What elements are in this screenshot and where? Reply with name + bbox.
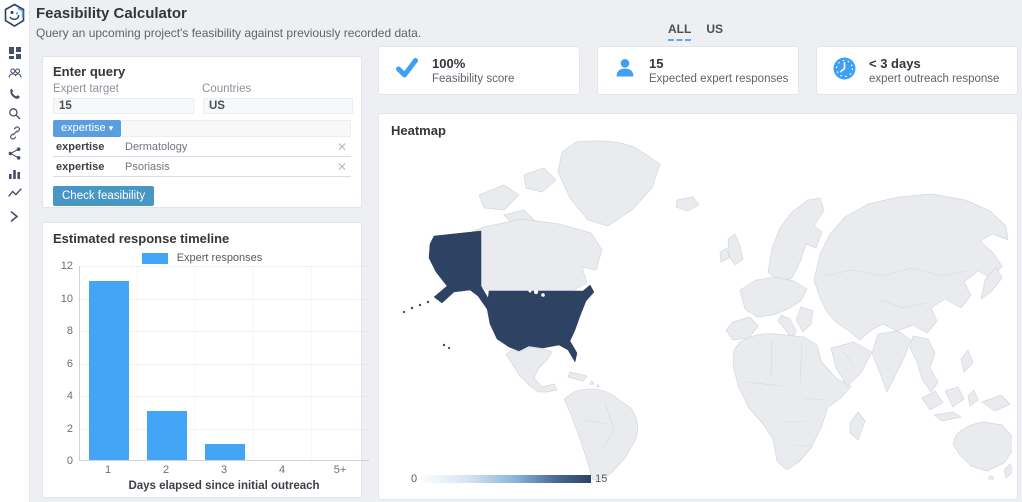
gridline xyxy=(80,266,369,267)
gridline xyxy=(137,266,138,460)
expertise-dropdown-button[interactable]: expertise ▾ xyxy=(53,120,122,137)
bar-chart-yaxis: 0 2 4 6 8 10 12 xyxy=(53,260,75,467)
link-icon[interactable] xyxy=(8,126,22,140)
tab-all[interactable]: ALL xyxy=(668,22,692,41)
users-icon[interactable] xyxy=(8,66,22,80)
stats-row: 100% Feasibility score 15 Expected exper… xyxy=(378,46,1018,95)
chevron-down-icon: ▾ xyxy=(108,123,114,133)
y-tick-label: 0 xyxy=(66,455,73,467)
y-tick-label: 10 xyxy=(60,292,73,305)
remove-filter-icon[interactable]: ✕ xyxy=(336,139,347,154)
stat-value: 15 xyxy=(649,56,664,71)
check-feasibility-button[interactable]: Check feasibility xyxy=(53,186,155,206)
x-tick-label: 3 xyxy=(220,464,228,476)
line-chart-icon[interactable] xyxy=(7,186,22,200)
gridline xyxy=(311,266,312,460)
expert-target-label: Expert target xyxy=(53,83,119,95)
gridline xyxy=(80,363,369,365)
map-region-united-states xyxy=(402,230,595,363)
gridline xyxy=(80,298,369,300)
world-map[interactable] xyxy=(384,140,1012,480)
x-tick-label: 5+ xyxy=(333,464,347,476)
app-logo-icon[interactable] xyxy=(3,3,26,33)
filter-value: Psoriasis xyxy=(125,160,170,173)
gridline xyxy=(80,396,369,397)
x-tick-label: 2 xyxy=(162,464,170,476)
page-title: Feasibility Calculator xyxy=(36,5,187,22)
person-icon xyxy=(614,57,636,84)
phone-icon[interactable] xyxy=(8,86,22,100)
x-tick-label: 1 xyxy=(104,464,112,476)
sidebar-collapse-chevron-icon[interactable] xyxy=(7,209,21,223)
enter-query-heading: Enter query xyxy=(53,64,126,79)
y-tick-label: 8 xyxy=(66,325,73,337)
page-subtitle: Query an upcoming project's feasibility … xyxy=(36,26,422,40)
stat-label: Feasibility score xyxy=(432,73,515,85)
expertise-tag-input[interactable] xyxy=(121,120,351,137)
gridline xyxy=(80,331,369,332)
tab-us[interactable]: US xyxy=(706,22,723,36)
bar-chart-xlabels: 1 2 3 4 5+ xyxy=(79,464,369,476)
clock-icon xyxy=(833,57,856,85)
bar-chart-xaxis-title: Days elapsed since initial outreach xyxy=(128,480,320,492)
search-icon[interactable] xyxy=(8,106,22,120)
heatmap-heading: Heatmap xyxy=(391,123,446,138)
feasibility-score-card: 100% Feasibility score xyxy=(378,46,580,95)
bar-day-2[interactable] xyxy=(147,411,187,460)
countries-label: Countries xyxy=(202,83,252,95)
check-icon xyxy=(395,57,419,84)
stat-value: < 3 days xyxy=(869,56,921,71)
stat-label: expert outreach response xyxy=(869,73,1000,85)
filter-key: expertise xyxy=(56,140,105,153)
expected-responses-card: 15 Expected expert responses xyxy=(597,46,799,95)
scale-max-label: 15 xyxy=(595,473,608,485)
legend-label: Expert responses xyxy=(176,252,263,264)
response-timeline-panel: Estimated response timeline Expert respo… xyxy=(42,222,370,498)
legend-swatch xyxy=(141,252,168,264)
y-tick-label: 12 xyxy=(60,260,73,272)
scale-min-label: 0 xyxy=(411,473,418,485)
filter-row: expertise Dermatology ✕ xyxy=(53,137,351,157)
enter-query-panel: Enter query Expert target Countries expe… xyxy=(42,56,362,208)
gridline xyxy=(195,266,196,460)
share-icon[interactable] xyxy=(8,146,22,160)
expert-target-input[interactable] xyxy=(53,98,194,114)
y-tick-label: 6 xyxy=(66,357,73,370)
outreach-response-card: < 3 days expert outreach response xyxy=(816,46,1018,95)
bar-day-3[interactable] xyxy=(205,443,245,460)
sidebar xyxy=(0,0,30,502)
bar-day-1[interactable] xyxy=(89,281,129,460)
gridline xyxy=(369,266,370,460)
bar-chart-plot xyxy=(79,266,370,461)
filter-key: expertise xyxy=(56,160,105,173)
filter-row: expertise Psoriasis ✕ xyxy=(53,157,351,177)
sidebar-nav xyxy=(7,46,23,223)
stat-value: 100% xyxy=(432,56,466,71)
heatmap-scale: 0 15 xyxy=(411,473,607,485)
bar-chart-icon[interactable] xyxy=(8,166,22,180)
bar-chart: 0 2 4 6 8 10 12 1 2 3 4 5+ Days elapsed since init… xyxy=(53,260,370,496)
heatmap-panel: Heatmap xyxy=(378,113,1018,500)
y-tick-label: 2 xyxy=(66,422,73,435)
y-tick-label: 4 xyxy=(66,390,73,402)
stat-label: Expected expert responses xyxy=(649,73,789,85)
filter-value: Dermatology xyxy=(125,140,188,153)
countries-input[interactable] xyxy=(203,98,353,114)
gridline xyxy=(253,266,254,460)
dashboard-icon[interactable] xyxy=(8,46,22,60)
scope-tabs: ALL US xyxy=(668,22,723,41)
x-tick-label: 4 xyxy=(278,464,286,476)
gridline xyxy=(80,428,369,430)
scale-gradient-bar xyxy=(421,475,592,483)
remove-filter-icon[interactable]: ✕ xyxy=(336,159,347,174)
chart-legend: Expert responses xyxy=(53,252,351,264)
response-timeline-heading: Estimated response timeline xyxy=(53,231,230,246)
